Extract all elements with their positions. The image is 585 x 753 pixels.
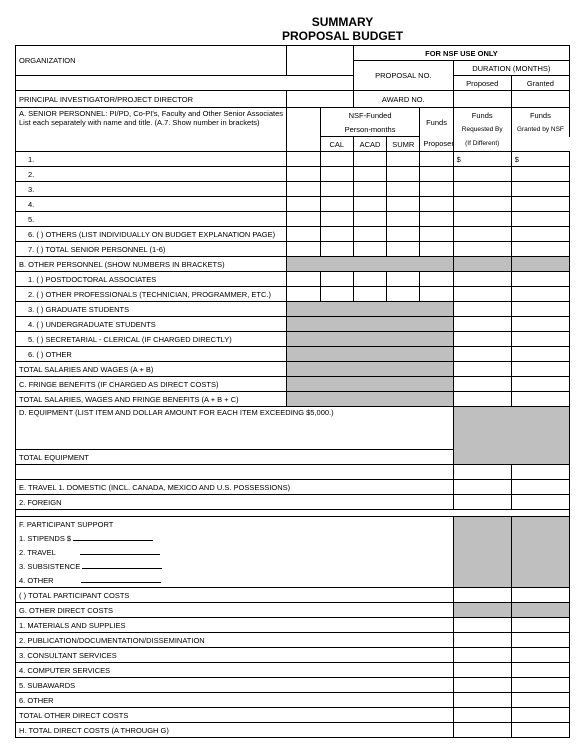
row-b3: 3. ( ) GRADUATE STUDENTS: [16, 302, 287, 317]
row-6: 6. ( ) OTHERS (LIST INDIVIDUALLY ON BUDG…: [16, 227, 287, 242]
row-f2: 2. TRAVEL: [16, 545, 454, 559]
row-f3: 3. SUBSISTENCE: [16, 559, 454, 573]
row-g3: 3. CONSULTANT SERVICES: [16, 648, 454, 663]
row-g2: 2. PUBLICATION/DOCUMENTATION/DISSEMINATI…: [16, 633, 454, 648]
row-b1: 1. ( ) POSTDOCTORAL ASSOCIATES: [16, 272, 287, 287]
row-f1: 1. STIPENDS $: [16, 531, 454, 545]
row-2: 2.: [16, 167, 287, 182]
section-e: E. TRAVEL 1. DOMESTIC (INCL. CANADA, MEX…: [16, 480, 454, 495]
organization-label: ORGANIZATION: [16, 46, 287, 76]
dollar-2: $: [511, 152, 569, 167]
row-b4: 4. ( ) UNDERGRADUATE STUDENTS: [16, 317, 287, 332]
row-4: 4.: [16, 197, 287, 212]
title-summary: SUMMARY: [115, 15, 570, 29]
section-h: H. TOTAL DIRECT COSTS (A THROUGH G): [16, 723, 454, 738]
granted-label: Granted: [511, 76, 569, 91]
row-g5: 5. SUBAWARDS: [16, 678, 454, 693]
award-no-label: AWARD NO.: [353, 91, 453, 108]
row-3: 3.: [16, 182, 287, 197]
proposed-label: Proposed: [453, 76, 511, 91]
row-b5: 5. ( ) SECRETARIAL - CLERICAL (IF CHARGE…: [16, 332, 287, 347]
section-a-header: A. SENIOR PERSONNEL: PI/PD, Co-PI's, Fac…: [16, 108, 287, 152]
duration-label: DURATION (MONTHS): [453, 61, 569, 76]
dollar-1: $: [453, 152, 511, 167]
row-5: 5.: [16, 212, 287, 227]
section-c: C. FRINGE BENEFITS (IF CHARGED AS DIRECT…: [16, 377, 287, 392]
pipd-label: PRINCIPAL INVESTIGATOR/PROJECT DIRECTOR: [16, 91, 287, 108]
row-b6: 6. ( ) OTHER: [16, 347, 287, 362]
row-g1: 1. MATERIALS AND SUPPLIES: [16, 618, 454, 633]
total-equipment: TOTAL EQUIPMENT: [16, 450, 454, 465]
section-g: G. OTHER DIRECT COSTS: [16, 603, 454, 618]
budget-form: SUMMARY PROPOSAL BUDGET ORGANIZATION FOR…: [15, 15, 570, 738]
section-d: D. EQUIPMENT (LIST ITEM AND DOLLAR AMOUN…: [16, 407, 454, 450]
row-7: 7. ( ) TOTAL SENIOR PERSONNEL (1-6): [16, 242, 287, 257]
section-f: F. PARTICIPANT SUPPORT: [16, 517, 454, 532]
total-sal-fringe: TOTAL SALARIES, WAGES AND FRINGE BENEFIT…: [16, 392, 287, 407]
total-salaries: TOTAL SALARIES AND WAGES (A + B): [16, 362, 287, 377]
row-g4: 4. COMPUTER SERVICES: [16, 663, 454, 678]
funds-requested-label: Funds: [420, 108, 453, 137]
row-1: 1.: [16, 152, 287, 167]
row-f4: 4. OTHER: [16, 573, 454, 588]
row-e2: 2. FOREIGN: [16, 495, 454, 510]
section-b: B. OTHER PERSONNEL (SHOW NUMBERS IN BRAC…: [16, 257, 287, 272]
nsf-use-only: FOR NSF USE ONLY: [353, 46, 569, 61]
total-participant: ( ) TOTAL PARTICIPANT COSTS: [16, 588, 454, 603]
total-other-direct: TOTAL OTHER DIRECT COSTS: [16, 708, 454, 723]
form-table: ORGANIZATION FOR NSF USE ONLY PROPOSAL N…: [15, 45, 570, 738]
proposal-no-label: PROPOSAL NO.: [353, 61, 453, 91]
row-g6: 6. OTHER: [16, 693, 454, 708]
nsf-funded-label: NSF-Funded: [320, 108, 420, 123]
title-proposal-budget: PROPOSAL BUDGET: [115, 29, 570, 43]
row-b2: 2. ( ) OTHER PROFESSIONALS (TECHNICIAN, …: [16, 287, 287, 302]
title-block: SUMMARY PROPOSAL BUDGET: [115, 15, 570, 43]
